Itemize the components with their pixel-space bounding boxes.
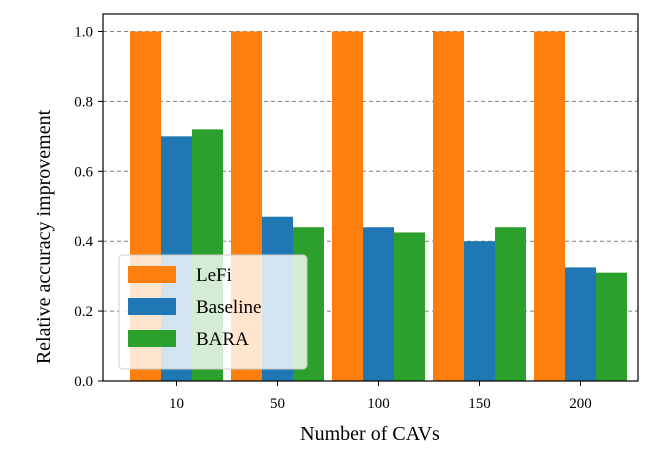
bar-baseline-150 [464, 241, 495, 381]
legend-label-baseline: Baseline [196, 297, 261, 318]
legend-swatch-bara [128, 330, 176, 347]
y-tick-label: 0.0 [74, 374, 93, 390]
bar-bara-200 [596, 272, 627, 381]
bar-bara-150 [495, 227, 526, 381]
legend-label-bara: BARA [196, 329, 249, 350]
legend-label-lefi: LeFi [196, 265, 232, 286]
x-tick-label: 10 [169, 396, 184, 412]
x-tick-label: 100 [367, 396, 390, 412]
y-tick-label: 0.4 [74, 234, 93, 250]
x-tick-label: 50 [270, 396, 285, 412]
x-tick-label: 150 [468, 396, 491, 412]
legend-swatch-baseline [128, 298, 176, 315]
legend-swatch-lefi [128, 266, 176, 283]
y-tick-label: 0.6 [74, 164, 93, 180]
bar-lefi-150 [433, 31, 464, 381]
plot-frame [102, 13, 639, 382]
bar-lefi-200 [534, 31, 565, 381]
y-tick-label: 1.0 [74, 24, 93, 40]
y-axis-label: Relative accuracy improvement [33, 109, 55, 364]
bar-lefi-100 [332, 31, 363, 381]
x-tick-label: 200 [569, 396, 592, 412]
x-axis-label: Number of CAVs [300, 423, 440, 445]
y-tick-label: 0.8 [74, 94, 93, 110]
bar-bara-100 [394, 232, 425, 381]
legend: LeFi Baseline BARA [118, 254, 308, 370]
axis-ticks: 0.0 0.2 0.4 0.6 0.8 1.0 10 50 100 150 200 [74, 24, 592, 412]
bar-baseline-100 [363, 227, 394, 381]
bar-baseline-200 [565, 267, 596, 381]
y-tick-label: 0.2 [74, 304, 93, 320]
